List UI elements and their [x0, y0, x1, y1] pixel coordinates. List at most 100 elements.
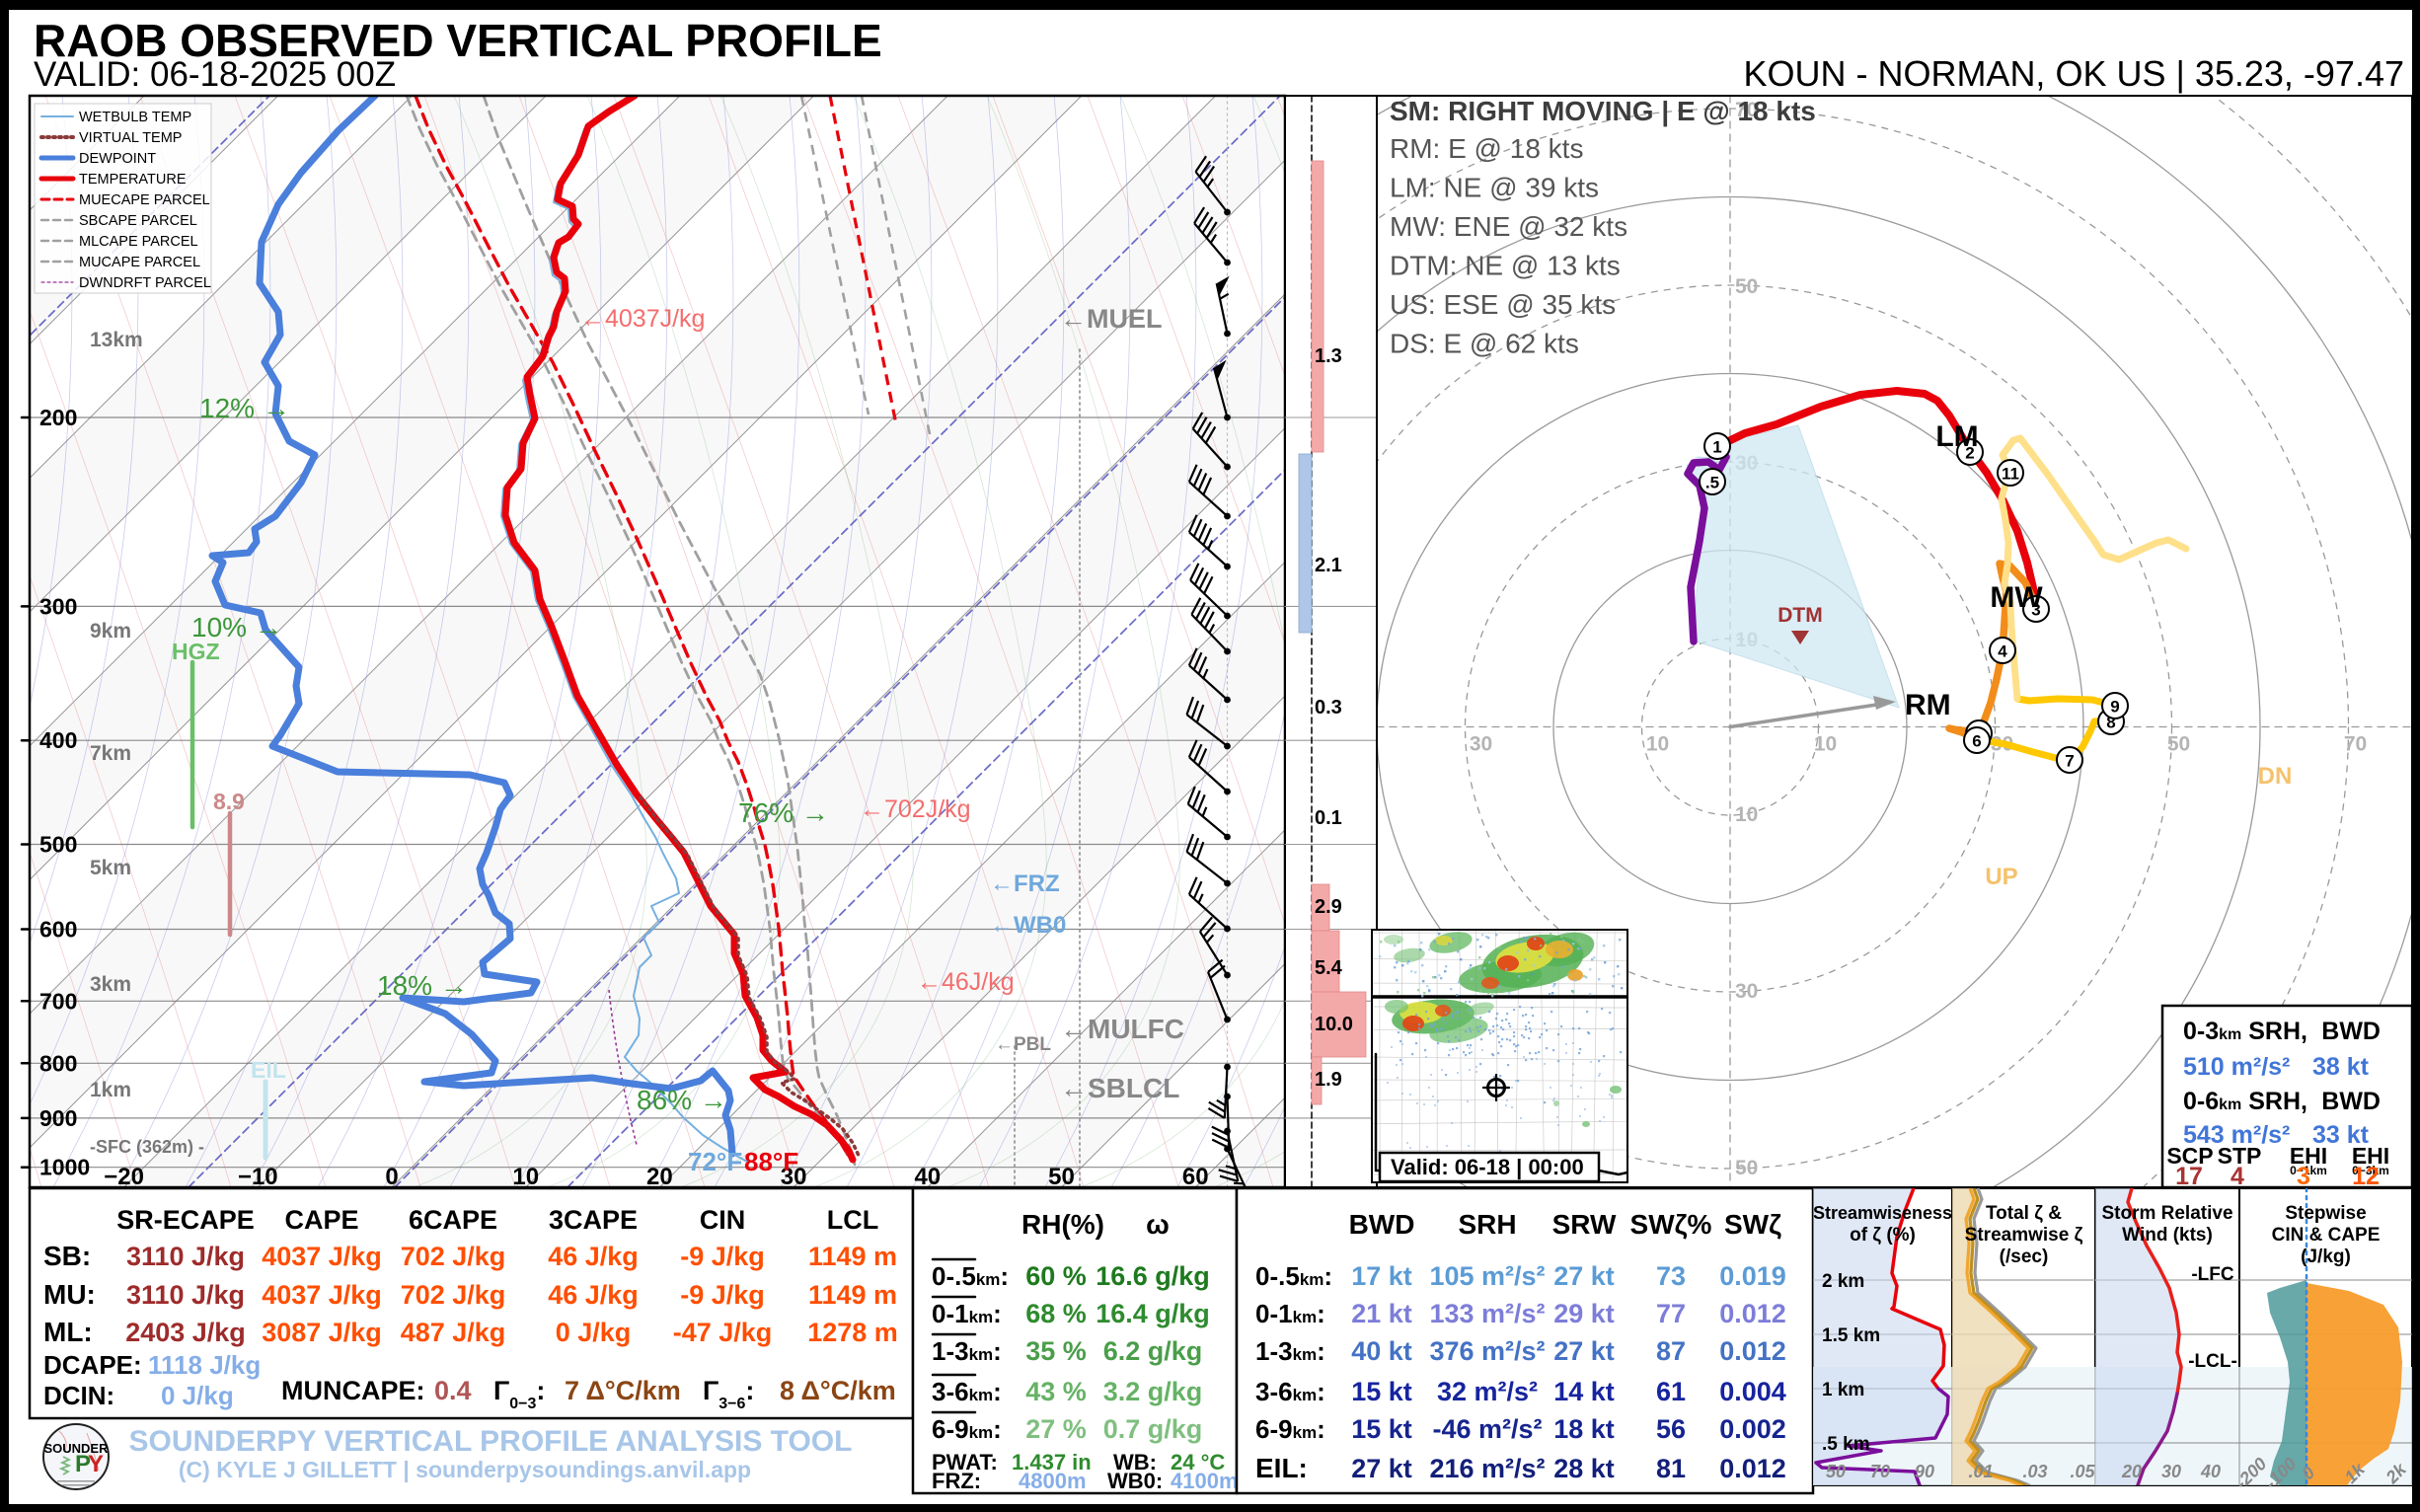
svg-text:.05: .05: [2070, 1462, 2095, 1481]
svg-text:10: 10: [1814, 733, 1837, 756]
svg-text:12% →: 12% →: [199, 393, 290, 423]
svg-text:1.9: 1.9: [1315, 1069, 1342, 1091]
svg-text:←4037J/kg: ←4037J/kg: [580, 305, 705, 333]
svg-text:2 km: 2 km: [1822, 1271, 1864, 1292]
svg-text:MLCAPE PARCEL: MLCAPE PARCEL: [79, 234, 198, 250]
svg-text:600: 600: [39, 917, 77, 943]
svg-text:Valid: 06-18 | 00:00: Valid: 06-18 | 00:00: [1391, 1155, 1584, 1179]
svg-text:20: 20: [2121, 1462, 2142, 1481]
svg-text:-9 J/kg: -9 J/kg: [680, 1280, 765, 1310]
svg-text:RAOB OBSERVED VERTICAL PROFILE: RAOB OBSERVED VERTICAL PROFILE: [34, 15, 882, 66]
svg-text:1000: 1000: [39, 1155, 90, 1180]
svg-text:1.3: 1.3: [1315, 345, 1342, 367]
svg-text:←WB0: ←WB0: [990, 912, 1066, 939]
svg-text:←46J/kg: ←46J/kg: [917, 968, 1015, 996]
svg-text:8.9: 8.9: [213, 789, 245, 814]
svg-text:500: 500: [39, 831, 77, 857]
svg-text:SOUNDER: SOUNDER: [43, 1441, 109, 1456]
svg-text:-LFC: -LFC: [2191, 1264, 2234, 1285]
svg-text:216 m²/s²: 216 m²/s²: [1429, 1454, 1545, 1483]
svg-text:LCL: LCL: [827, 1205, 878, 1235]
svg-text:702 J/kg: 702 J/kg: [401, 1242, 506, 1271]
svg-text:ML:: ML:: [43, 1317, 93, 1347]
svg-text:73: 73: [1656, 1261, 1686, 1291]
svg-text:9km: 9km: [90, 620, 131, 643]
svg-text:EIL:: EIL:: [1255, 1453, 1308, 1483]
svg-text:SWζ: SWζ: [1724, 1209, 1781, 1240]
svg-text:SRH: SRH: [1458, 1209, 1516, 1240]
svg-text:487 J/kg: 487 J/kg: [401, 1318, 506, 1347]
svg-text:1.437 in: 1.437 in: [1012, 1450, 1092, 1474]
svg-text:4: 4: [2231, 1163, 2244, 1190]
svg-text:Total ζ &: Total ζ &: [1986, 1203, 2062, 1224]
svg-text:SM: RIGHT MOVING | E @ 18 kts: SM: RIGHT MOVING | E @ 18 kts: [1390, 96, 1816, 126]
svg-text:700: 700: [39, 988, 77, 1014]
svg-text:21 kt: 21 kt: [1351, 1299, 1412, 1328]
svg-text:20: 20: [646, 1164, 673, 1190]
svg-text:4800m: 4800m: [1019, 1469, 1087, 1493]
svg-text:76% →: 76% →: [738, 797, 829, 828]
svg-text:MU:: MU:: [43, 1279, 96, 1310]
svg-text:RM: E @ 18 kts: RM: E @ 18 kts: [1390, 133, 1583, 164]
svg-text:0.1: 0.1: [1315, 807, 1342, 829]
svg-text:0.019: 0.019: [1719, 1261, 1786, 1291]
svg-text:DTM: NE @ 13 kts: DTM: NE @ 13 kts: [1390, 251, 1621, 281]
svg-text:2.9: 2.9: [1315, 896, 1342, 918]
svg-text:0.002: 0.002: [1719, 1414, 1786, 1444]
svg-text:2.1: 2.1: [1315, 555, 1342, 576]
svg-text:←MUEL: ←MUEL: [1060, 304, 1163, 334]
svg-text:5km: 5km: [90, 857, 131, 879]
svg-text:800: 800: [39, 1050, 77, 1076]
svg-text:WB:: WB:: [1113, 1450, 1157, 1474]
svg-text:3.2 g/kg: 3.2 g/kg: [1103, 1377, 1203, 1406]
svg-text:−20: −20: [104, 1164, 144, 1190]
svg-text:Wind (kts): Wind (kts): [2122, 1225, 2213, 1246]
svg-text:70: 70: [1735, 99, 1758, 121]
svg-text:50: 50: [1735, 275, 1758, 298]
svg-text:86% →: 86% →: [637, 1085, 727, 1115]
svg-text:DWNDRFT PARCEL: DWNDRFT PARCEL: [79, 275, 211, 291]
svg-text:3CAPE: 3CAPE: [549, 1205, 638, 1235]
svg-text:Y: Y: [88, 1451, 104, 1477]
svg-text:70: 70: [2344, 733, 2367, 756]
svg-text:MW: MW: [1990, 581, 2043, 614]
svg-text:-LCL-: -LCL-: [2188, 1351, 2237, 1372]
svg-text:72°F: 72°F: [688, 1147, 742, 1176]
svg-text:KOUN - NORMAN, OK US | 35.23,: KOUN - NORMAN, OK US | 35.23, -97.47: [1743, 53, 2404, 94]
svg-text:0: 0: [385, 1164, 398, 1190]
svg-text:9: 9: [2110, 698, 2119, 717]
svg-text:50: 50: [1826, 1462, 1846, 1481]
svg-text:LM: NE @ 39 kts: LM: NE @ 39 kts: [1390, 173, 1599, 203]
svg-text:Streamwiseness: Streamwiseness: [1813, 1203, 1952, 1223]
svg-text:CAPE: CAPE: [284, 1205, 358, 1235]
svg-text:1km: 1km: [90, 1079, 131, 1101]
svg-text:8: 8: [2106, 714, 2115, 732]
svg-text:1149 m: 1149 m: [808, 1280, 897, 1310]
svg-text:←702J/kg: ←702J/kg: [860, 795, 971, 823]
svg-text:376 m²/s²: 376 m²/s²: [1429, 1336, 1545, 1366]
svg-text:510 m²/s²: 510 m²/s²: [2183, 1053, 2290, 1081]
svg-text:35 %: 35 %: [1025, 1336, 1087, 1366]
svg-text:1149 m: 1149 m: [808, 1242, 897, 1271]
svg-text:CIN & CAPE: CIN & CAPE: [2272, 1225, 2381, 1246]
svg-text:300: 300: [39, 593, 77, 619]
svg-text:DCAPE:: DCAPE:: [43, 1350, 142, 1380]
svg-text:60 %: 60 %: [1025, 1261, 1087, 1291]
svg-text:0.7 g/kg: 0.7 g/kg: [1103, 1414, 1203, 1444]
svg-text:WETBULB TEMP: WETBULB TEMP: [79, 110, 191, 125]
svg-text:88°F: 88°F: [744, 1147, 798, 1176]
svg-text:1.5 km: 1.5 km: [1822, 1325, 1880, 1346]
svg-text:18% →: 18% →: [377, 970, 468, 1001]
svg-text:14 kt: 14 kt: [1553, 1377, 1615, 1406]
svg-text:0−1km: 0−1km: [2290, 1164, 2327, 1177]
svg-text:0-6km SRH,: 0-6km SRH,: [2183, 1088, 2307, 1115]
svg-text:10% →: 10% →: [191, 612, 282, 643]
svg-text:105 m²/s²: 105 m²/s²: [1429, 1261, 1545, 1291]
svg-text:17: 17: [2175, 1163, 2203, 1190]
svg-text:16.4 g/kg: 16.4 g/kg: [1096, 1299, 1210, 1328]
svg-text:VALID: 06-18-2025 00Z: VALID: 06-18-2025 00Z: [34, 55, 396, 94]
svg-text:6: 6: [1972, 732, 1981, 751]
svg-text:WB0:: WB0:: [1107, 1469, 1163, 1493]
svg-text:MUECAPE PARCEL: MUECAPE PARCEL: [79, 192, 210, 208]
svg-text:-9 J/kg: -9 J/kg: [680, 1242, 765, 1271]
